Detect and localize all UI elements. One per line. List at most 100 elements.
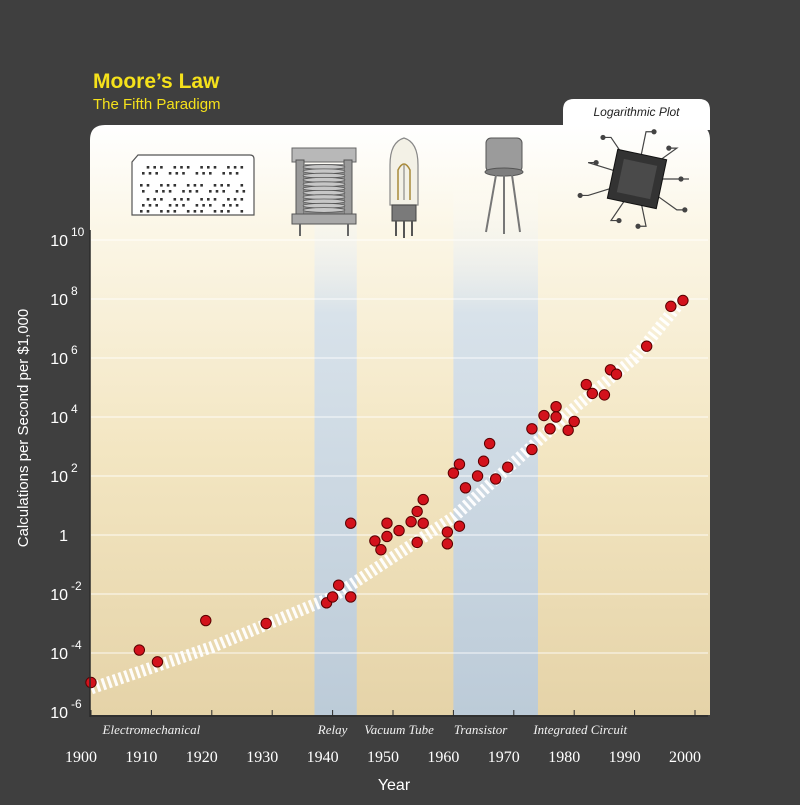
ic-trace — [609, 200, 625, 222]
punch-hole — [235, 204, 239, 207]
data-point — [151, 656, 164, 668]
y-tick-label: 10 — [50, 705, 68, 722]
data-point — [417, 517, 429, 529]
punch-hole — [207, 198, 210, 201]
x-tick-label: 1910 — [125, 749, 157, 766]
data-point — [538, 409, 550, 422]
punch-hole — [186, 184, 190, 187]
punch-hole — [193, 210, 197, 213]
ic-trace — [640, 131, 655, 155]
punch-hole — [240, 166, 244, 169]
ic-trace — [580, 186, 614, 197]
data-point — [477, 455, 490, 467]
punch-hole — [173, 210, 177, 213]
punch-hole — [175, 204, 179, 207]
punch-hole — [162, 190, 165, 193]
punch-hole — [186, 166, 190, 169]
data-point — [489, 473, 502, 485]
x-tick-label: 1990 — [609, 749, 641, 766]
trend-line — [89, 295, 688, 695]
data-point — [326, 591, 339, 603]
data-point — [459, 482, 472, 494]
scale-tab — [563, 99, 710, 130]
punch-hole — [200, 166, 203, 169]
punch-hole — [220, 210, 223, 213]
punch-hole — [235, 190, 239, 193]
data-point — [417, 493, 429, 506]
punch-hole — [222, 190, 225, 193]
punch-hole — [160, 210, 163, 213]
punch-hole — [160, 166, 163, 169]
y-tick-exponent: 10 — [71, 225, 85, 239]
data-point — [381, 530, 393, 543]
data-point — [526, 443, 538, 456]
x-tick-label: 1970 — [488, 749, 520, 766]
paradigm-label: Vacuum Tube — [364, 722, 434, 737]
punch-hole — [166, 184, 170, 187]
punch-hole — [173, 184, 177, 187]
data-point — [393, 524, 405, 537]
punch-hole — [168, 172, 172, 175]
data-point — [381, 517, 393, 529]
punch-hole — [180, 166, 183, 169]
integrated-circuit-icon — [577, 129, 689, 229]
data-point — [453, 458, 466, 470]
punch-hole — [175, 172, 179, 175]
data-point — [598, 389, 611, 401]
punch-hole — [186, 198, 190, 201]
punch-hole — [140, 184, 143, 187]
data-point — [677, 294, 689, 307]
data-point — [441, 526, 454, 538]
punch-hole — [155, 172, 158, 175]
y-tick-exponent: 2 — [71, 461, 78, 475]
x-tick-label: 2000 — [669, 749, 701, 766]
x-tick-label: 1960 — [427, 749, 459, 766]
punch-hole — [222, 172, 225, 175]
data-point — [332, 579, 345, 591]
data-point — [441, 538, 454, 550]
paradigm-band — [453, 180, 538, 715]
y-tick-exponent: 8 — [71, 284, 78, 298]
punch-hole — [182, 204, 185, 207]
punch-hole — [227, 166, 230, 169]
x-tick-label: 1980 — [548, 749, 580, 766]
paradigm-label: Relay — [317, 722, 348, 737]
punch-hole — [146, 198, 150, 201]
punch-hole — [220, 184, 223, 187]
ic-trace — [655, 147, 679, 164]
data-point — [640, 340, 653, 352]
punch-hole — [229, 172, 232, 175]
punch-hole — [168, 204, 172, 207]
punch-hole — [148, 204, 152, 207]
data-point — [483, 437, 496, 450]
punch-hole — [188, 190, 192, 193]
data-point — [375, 544, 387, 556]
punch-hole — [142, 172, 145, 175]
data-point — [453, 520, 466, 532]
ic-pad — [577, 192, 583, 199]
data-point — [345, 517, 357, 529]
punch-hole — [153, 166, 156, 169]
punch-hole — [146, 210, 150, 213]
y-tick-exponent: -6 — [71, 697, 82, 711]
ic-trace — [638, 203, 647, 227]
punch-hole — [140, 210, 143, 213]
vacuum-tube-icon — [389, 137, 419, 238]
punch-hole — [166, 210, 170, 213]
data-point — [405, 516, 417, 528]
punch-hole — [200, 198, 203, 201]
punch-hole — [233, 166, 237, 169]
data-point — [610, 368, 623, 380]
ic-pad — [682, 207, 688, 213]
punch-hole — [227, 210, 230, 213]
relay-icon — [291, 147, 357, 236]
punch-hole — [142, 204, 145, 207]
x-tick-label: 1900 — [65, 749, 97, 766]
punch-hole — [160, 184, 163, 187]
ic-trace — [587, 161, 614, 172]
ic-pad — [600, 134, 606, 141]
data-point — [133, 644, 146, 656]
page-subtitle: The Fifth Paradigm — [93, 96, 221, 113]
data-point — [411, 536, 423, 549]
